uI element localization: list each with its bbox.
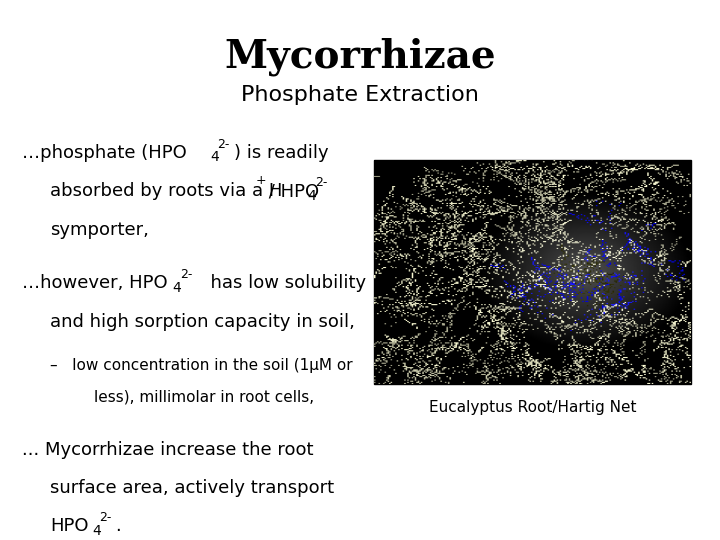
Text: HPO: HPO (50, 517, 89, 536)
Text: symporter,: symporter, (50, 221, 149, 239)
Text: …phosphate (HPO: …phosphate (HPO (22, 144, 186, 162)
Text: .: . (115, 517, 121, 536)
Text: +: + (256, 174, 266, 187)
Text: absorbed by roots via a H: absorbed by roots via a H (50, 183, 283, 200)
Text: surface area, actively transport: surface area, actively transport (50, 479, 335, 497)
Text: Phosphate Extraction: Phosphate Extraction (241, 85, 479, 105)
Text: / HPO: / HPO (263, 183, 319, 200)
Text: 2-: 2- (180, 268, 192, 281)
Text: less), millimolar in root cells,: less), millimolar in root cells, (94, 390, 314, 405)
Text: –   low concentration in the soil (1μM or: – low concentration in the soil (1μM or (50, 358, 353, 373)
Text: 4: 4 (307, 189, 316, 203)
Text: 2-: 2- (217, 138, 230, 151)
Text: …however, HPO: …however, HPO (22, 274, 167, 292)
Text: Mycorrhizae: Mycorrhizae (224, 37, 496, 76)
Text: 2-: 2- (99, 511, 112, 524)
Text: ) is readily: ) is readily (234, 144, 328, 162)
Bar (374, 160, 691, 384)
Text: 4: 4 (173, 281, 181, 295)
Text: 4: 4 (92, 524, 101, 538)
Text: 2-: 2- (315, 176, 327, 189)
Text: 4: 4 (210, 151, 219, 165)
Text: has low solubility: has low solubility (199, 274, 366, 292)
Text: ... Mycorrhizae increase the root: ... Mycorrhizae increase the root (22, 441, 313, 458)
Text: Eucalyptus Root/Hartig Net: Eucalyptus Root/Hartig Net (429, 400, 636, 415)
Text: and high sorption capacity in soil,: and high sorption capacity in soil, (50, 313, 355, 330)
